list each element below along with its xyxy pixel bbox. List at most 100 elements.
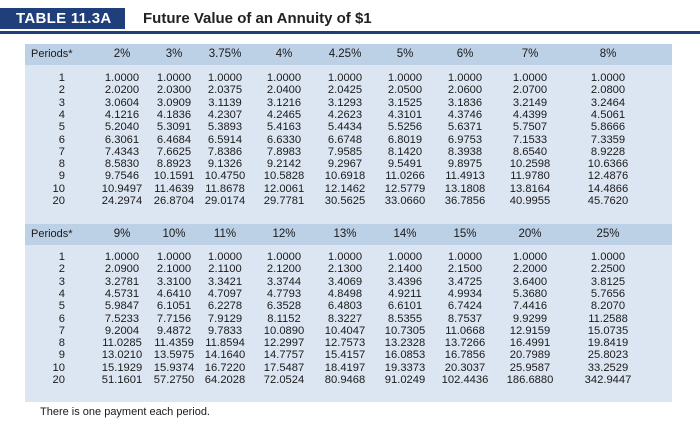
table-cell: 14.7757 (263, 349, 305, 362)
table-cell: 5.5256 (387, 121, 423, 134)
period-label: 4 (58, 108, 65, 121)
rate-header: 4% (275, 48, 293, 60)
table-cell: 13.8164 (509, 182, 551, 195)
table-cell: 1.0000 (266, 72, 302, 84)
table-cell: 4.2623 (327, 108, 363, 121)
period-label: 2 (58, 84, 65, 97)
table-cell: 72.0524 (263, 374, 305, 386)
table-cell: 6.4803 (327, 300, 363, 313)
table-cell: 8.5355 (387, 312, 423, 325)
period-label: 7 (58, 145, 65, 158)
table-cell: 29.0174 (204, 195, 246, 207)
table-cell: 25.8023 (587, 349, 629, 362)
table-cell: 7.3359 (590, 133, 626, 146)
table-cell: 2.1500 (447, 263, 483, 276)
period-label: 7 (58, 324, 65, 337)
table-cell: 3.0909 (156, 96, 192, 109)
table-cell: 2.0500 (387, 84, 423, 97)
table-cell: 5.3893 (207, 121, 243, 134)
table-cell: 8.3938 (447, 145, 483, 158)
table-cell: 1.0000 (156, 72, 192, 84)
table-cell: 3.6400 (512, 275, 548, 288)
table-cell: 25.9587 (509, 361, 551, 374)
table-cell: 3.0604 (104, 96, 140, 109)
table-cell: 4.5061 (590, 108, 626, 121)
table-cell: 4.6410 (156, 287, 192, 300)
table-cell: 3.3100 (156, 275, 192, 288)
period-label: 1 (58, 72, 65, 84)
rate-header: 8% (599, 48, 617, 60)
rate-header: 12% (272, 228, 296, 240)
table-cell: 9.2004 (104, 324, 140, 337)
table-cell: 186.6880 (506, 374, 554, 386)
table-cell: 15.4157 (324, 349, 366, 362)
table-cell: 6.8019 (387, 133, 423, 146)
table-cell: 26.8704 (153, 195, 195, 207)
table-cell: 10.2598 (509, 158, 551, 171)
table-cell: 8.1152 (267, 312, 301, 325)
table-cell: 6.3528 (266, 300, 302, 313)
table-cell: 7.9585 (327, 145, 363, 158)
table-cell: 33.2529 (587, 361, 629, 374)
table-cell: 10.5828 (263, 170, 305, 183)
table-cell: 3.1525 (387, 96, 423, 109)
table-cell: 29.7781 (263, 195, 305, 207)
table-cell: 8.1420 (387, 145, 423, 158)
table-cell: 11.8594 (205, 337, 245, 350)
table-cell: 24.2974 (101, 195, 143, 207)
table-cell: 4.2307 (207, 108, 243, 121)
table-cell: 19.8419 (587, 337, 629, 350)
table-cell: 33.0660 (384, 195, 426, 207)
table-cell: 1.0000 (327, 72, 363, 84)
table-cell: 5.6371 (447, 121, 483, 134)
table-cell: 14.4866 (587, 182, 629, 195)
table-cell: 10.7305 (384, 324, 426, 337)
table-cell: 8.9228 (590, 145, 626, 158)
table-cell: 12.9159 (509, 324, 551, 337)
table-cell: 1.0000 (104, 251, 140, 263)
table-cell: 15.1929 (101, 361, 143, 374)
table-cell: 6.9753 (447, 133, 483, 146)
table-cell: 2.2000 (512, 263, 548, 276)
table-cell: 10.4750 (204, 170, 246, 183)
table-cell: 6.5914 (207, 133, 243, 146)
table-cell: 1.0000 (512, 72, 548, 84)
table-cell: 12.7573 (324, 337, 366, 350)
table-cell: 5.8666 (590, 121, 626, 134)
table-cell: 3.4725 (447, 275, 483, 288)
period-label: 9 (58, 349, 65, 362)
table-cell: 5.3680 (512, 287, 548, 300)
table-cell: 5.9847 (104, 300, 140, 313)
table-cell: 6.4684 (156, 133, 192, 146)
rate-header: 5% (396, 48, 414, 60)
table-cell: 2.0200 (104, 84, 140, 97)
period-label: 1 (58, 251, 65, 263)
table-cell: 1.0000 (207, 72, 243, 84)
table-cell: 36.7856 (444, 195, 486, 207)
table-cell: 5.2040 (104, 121, 140, 134)
table-cell: 4.7097 (207, 287, 243, 300)
table-cell: 4.1216 (104, 108, 140, 121)
table-cell: 4.7793 (266, 287, 302, 300)
footnote: There is one payment each period. (40, 406, 210, 418)
table-cell: 6.7424 (447, 300, 483, 313)
table-cell: 10.0890 (263, 324, 305, 337)
table-cell: 13.2328 (384, 337, 426, 350)
period-label: 8 (58, 158, 65, 171)
table-cell: 1.0000 (207, 251, 243, 263)
table-cell: 2.0400 (266, 84, 302, 97)
table-cell: 4.3101 (387, 108, 423, 121)
period-label: 20 (52, 195, 65, 207)
table-cell: 3.2781 (104, 275, 140, 288)
table-cell: 10.4047 (324, 324, 366, 337)
table-cell: 2.0375 (207, 84, 243, 97)
table-cell: 16.0853 (384, 349, 426, 362)
rate-header-band-bottom (25, 224, 672, 245)
table-cell: 4.8498 (327, 287, 363, 300)
rate-header: 6% (456, 48, 474, 60)
table-cell: 9.4872 (156, 324, 192, 337)
table-cell: 11.2588 (588, 312, 628, 325)
table-cell: 15.0735 (587, 324, 629, 337)
table-cell: 2.1300 (327, 263, 363, 276)
